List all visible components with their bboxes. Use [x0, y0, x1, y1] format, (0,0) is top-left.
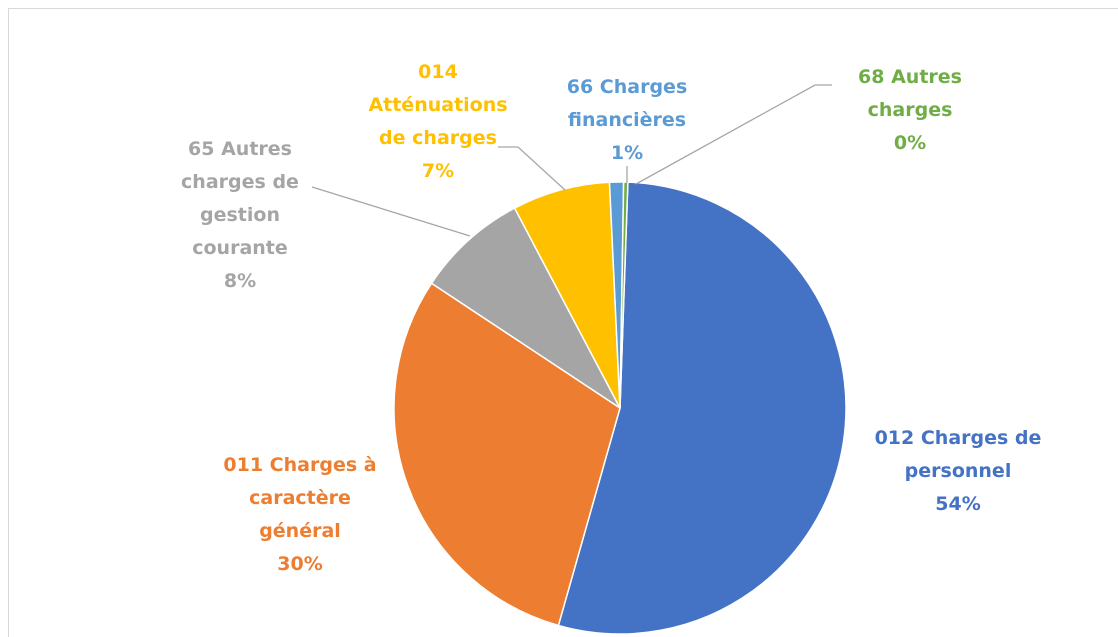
pie-slice — [557, 181, 847, 635]
data-label: 014 Atténuations de charges 7% — [368, 56, 508, 188]
value-label: 1% — [610, 142, 644, 164]
value-label: 7% — [421, 160, 455, 182]
value-label: 0% — [893, 132, 927, 154]
leader-line — [311, 186, 471, 237]
data-label: 011 Charges à caractère général 30% — [210, 449, 390, 581]
pie-slice — [393, 282, 621, 627]
category-label: 014 Atténuations de charges — [368, 61, 508, 149]
leader-lines — [311, 84, 832, 237]
data-label: 012 Charges de personnel 54% — [858, 422, 1058, 521]
data-label: 65 Autres charges de gestion courante 8% — [165, 133, 315, 298]
category-label: 68 Autres charges — [858, 66, 962, 121]
leader-line — [498, 146, 566, 191]
chart-frame — [8, 8, 1118, 637]
data-label: 66 Charges financières 1% — [557, 71, 697, 170]
pie-slice — [619, 181, 629, 409]
value-label: 8% — [223, 270, 257, 292]
leader-line — [635, 84, 832, 185]
category-label: 012 Charges de personnel — [874, 427, 1042, 482]
category-label: 66 Charges financières — [566, 76, 688, 131]
pie — [393, 181, 847, 635]
pie-slice — [430, 207, 621, 409]
category-label: 65 Autres charges de gestion courante — [181, 138, 299, 259]
value-label: 30% — [277, 553, 323, 575]
data-label: 68 Autres charges 0% — [848, 61, 973, 160]
value-label: 54% — [935, 493, 981, 515]
category-label: 011 Charges à caractère général — [223, 454, 377, 542]
